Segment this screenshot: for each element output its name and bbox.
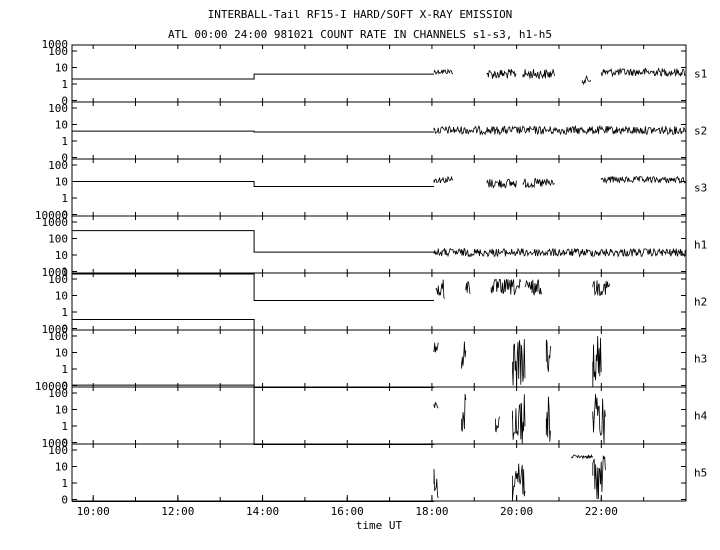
- panel-label-h3: h3: [694, 353, 707, 366]
- series-burst-h3: [433, 342, 439, 353]
- y-tick-label: 1000: [42, 323, 69, 336]
- series-burst-h4: [461, 393, 467, 432]
- series-burst-h5: [571, 453, 594, 460]
- y-tick-label: 100: [48, 45, 68, 58]
- series-line-h1: [72, 230, 434, 253]
- series-burst-h4: [592, 393, 606, 444]
- x-tick-label: 14:00: [246, 505, 279, 518]
- panel-frame-s3: [71, 158, 687, 217]
- panel-frame-s1: [71, 44, 687, 103]
- y-tick-label: 1: [61, 420, 68, 433]
- series-burst-s1: [581, 74, 592, 86]
- panel-frame-h4: [71, 386, 687, 445]
- y-tick-label: 100: [48, 233, 68, 246]
- series-burst-h2: [592, 280, 610, 297]
- series-burst-h3: [512, 339, 526, 387]
- panel-label-h2: h2: [694, 296, 707, 309]
- y-tick-label: 10: [55, 404, 68, 417]
- y-tick-label: 1: [61, 363, 68, 376]
- series-line-h2: [72, 273, 434, 301]
- y-tick-label: 10000: [35, 209, 68, 222]
- x-tick-label: 12:00: [161, 505, 194, 518]
- series-line-s2: [72, 130, 434, 133]
- y-tick-label: 100: [48, 159, 68, 172]
- y-tick-label: 1: [61, 78, 68, 91]
- y-tick-label: 100: [48, 102, 68, 115]
- y-tick-label: 10: [55, 347, 68, 360]
- panel-label-h1: h1: [694, 239, 707, 252]
- series-burst-h5: [433, 468, 439, 499]
- x-tick-label: 18:00: [415, 505, 448, 518]
- y-tick-label: 10: [55, 461, 68, 474]
- series-burst-s3: [486, 178, 517, 189]
- y-tick-label: 0: [61, 323, 68, 336]
- x-tick-label: 10:00: [77, 505, 110, 518]
- y-tick-label: 0: [61, 437, 68, 450]
- y-tick-label: 0: [61, 95, 68, 108]
- y-tick-label: 100: [48, 387, 68, 400]
- series-burst-h2: [524, 279, 543, 296]
- chart-subtitle: ATL 00:00 24:00 981021 COUNT RATE IN CHA…: [167, 28, 553, 41]
- series-line-s1: [72, 73, 434, 80]
- chart-title: INTERBALL-Tail RF15-I HARD/SOFT X-RAY EM…: [207, 8, 513, 21]
- series-line-h4: [72, 384, 434, 445]
- y-tick-label: 1: [61, 192, 68, 205]
- y-tick-label: 0: [61, 152, 68, 165]
- panel-label-h4: h4: [694, 410, 708, 423]
- y-tick-label: 1: [61, 306, 68, 319]
- x-axis-label: time UT: [356, 519, 403, 532]
- panel-label-h5: h5: [694, 467, 707, 480]
- series-burst-h5: [592, 455, 606, 500]
- y-tick-label: 1: [61, 266, 68, 279]
- x-tick-label: 20:00: [500, 505, 533, 518]
- series-burst-s1: [522, 68, 555, 80]
- series-burst-s1: [433, 68, 454, 76]
- y-tick-label: 10: [55, 249, 68, 262]
- y-tick-label: 0: [61, 209, 68, 222]
- series-burst-h1: [433, 247, 686, 258]
- series-burst-s1: [600, 67, 686, 78]
- y-tick-label: 0: [61, 380, 68, 393]
- y-tick-label: 10: [55, 119, 68, 132]
- series-burst-s2: [433, 124, 686, 136]
- y-tick-label: 100: [48, 273, 68, 286]
- series-burst-s3: [600, 175, 686, 185]
- series-burst-h4: [512, 394, 526, 445]
- series-burst-s3: [433, 175, 454, 184]
- panel-frame-h5: [71, 443, 687, 502]
- series-burst-h3: [592, 336, 602, 388]
- y-tick-label: 0: [61, 494, 68, 507]
- series-burst-s1: [486, 69, 517, 79]
- series-burst-s3: [522, 178, 555, 189]
- series-burst-h4: [433, 401, 439, 409]
- series-burst-h2: [435, 279, 445, 299]
- x-tick-label: 22:00: [585, 505, 618, 518]
- panel-label-s2: s2: [694, 125, 707, 138]
- series-burst-h2: [490, 278, 521, 296]
- series-line-s3: [72, 181, 434, 187]
- y-tick-label: 1000: [42, 216, 69, 229]
- y-tick-label: 1: [61, 135, 68, 148]
- y-tick-label: 100: [48, 330, 68, 343]
- panel-frame-h1: [71, 215, 687, 274]
- y-tick-label: 10: [55, 290, 68, 303]
- panel-label-s3: s3: [694, 182, 707, 195]
- y-tick-label: 10: [55, 62, 68, 75]
- y-tick-label: 1000: [42, 266, 69, 279]
- y-tick-label: 10: [55, 176, 68, 189]
- y-tick-label: 10000: [35, 380, 68, 393]
- series-burst-h3: [461, 341, 467, 369]
- x-tick-label: 16:00: [331, 505, 364, 518]
- series-burst-h3: [545, 339, 551, 372]
- series-burst-h5: [512, 463, 526, 502]
- y-tick-label: 1000: [42, 437, 69, 450]
- y-tick-label: 1: [61, 477, 68, 490]
- series-burst-h2: [465, 281, 471, 295]
- panel-label-s1: s1: [694, 68, 707, 81]
- y-tick-label: 1000: [42, 38, 69, 51]
- series-burst-h4: [545, 396, 551, 442]
- series-burst-h4: [495, 416, 500, 433]
- y-tick-label: 100: [48, 444, 68, 457]
